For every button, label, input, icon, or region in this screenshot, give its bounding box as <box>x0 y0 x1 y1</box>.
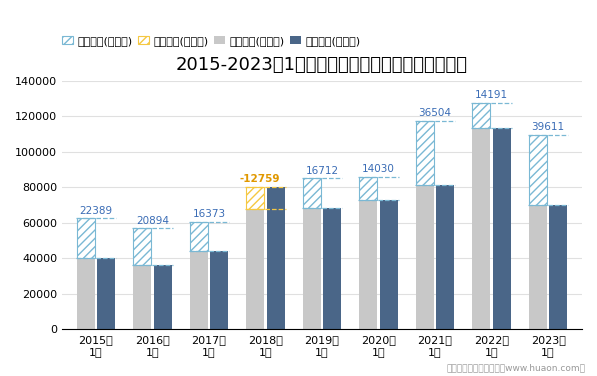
Legend: 贸易顺差(万美元), 贸易逆差(万美元), 出口总额(万美元), 进口总额(万美元): 贸易顺差(万美元), 贸易逆差(万美元), 出口总额(万美元), 进口总额(万美… <box>57 32 365 50</box>
Bar <box>416 121 434 185</box>
Text: 22389: 22389 <box>79 206 112 216</box>
Bar <box>246 187 264 209</box>
Title: 2015-2023年1月安徽省外商投资企业进出口差额图: 2015-2023年1月安徽省外商投资企业进出口差额图 <box>176 56 468 74</box>
Bar <box>472 103 490 329</box>
Bar <box>246 209 264 329</box>
Bar <box>97 258 115 329</box>
Bar <box>133 228 151 265</box>
Text: 20894: 20894 <box>136 215 169 226</box>
Text: 制图：华经产业研究院（www.huaon.com）: 制图：华经产业研究院（www.huaon.com） <box>446 363 585 372</box>
Bar <box>133 228 151 329</box>
Bar <box>359 176 377 329</box>
Bar <box>76 218 95 258</box>
Bar <box>303 178 321 208</box>
Bar <box>210 251 228 329</box>
Text: 36504: 36504 <box>418 108 451 118</box>
Text: 16712: 16712 <box>306 166 338 176</box>
Bar <box>529 135 547 329</box>
Bar <box>323 208 341 329</box>
Bar <box>549 205 567 329</box>
Text: -12759: -12759 <box>239 174 280 184</box>
Bar <box>76 218 95 329</box>
Bar <box>153 265 172 329</box>
Bar <box>380 200 398 329</box>
Text: 14030: 14030 <box>362 164 395 174</box>
Bar <box>359 176 377 200</box>
Bar <box>529 135 547 205</box>
Text: 39611: 39611 <box>531 122 565 132</box>
Bar <box>472 103 490 128</box>
Text: 16373: 16373 <box>192 209 226 220</box>
Bar <box>436 185 454 329</box>
Bar <box>303 178 321 329</box>
Bar <box>416 121 434 329</box>
Bar <box>190 222 208 251</box>
Bar <box>267 187 285 329</box>
Bar <box>190 222 208 329</box>
Text: 14191: 14191 <box>475 90 508 100</box>
Bar <box>493 128 511 329</box>
